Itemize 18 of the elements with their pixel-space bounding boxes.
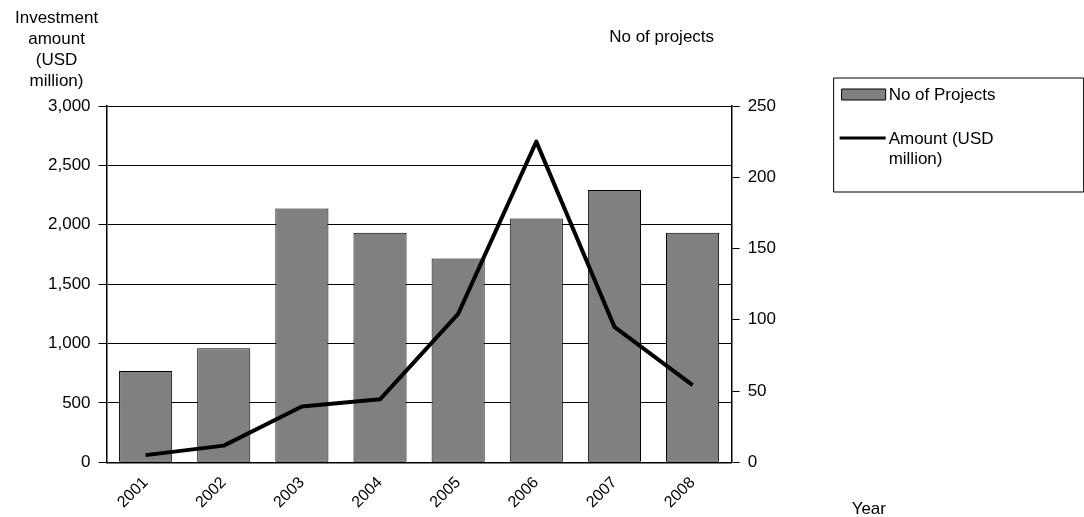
x-axis-title: Year [851, 499, 887, 517]
y2-tick-label: 250 [747, 95, 777, 115]
y-tick-label: 500 [62, 392, 91, 412]
y2-tick-label: 150 [747, 238, 777, 258]
y2-tick-label: 50 [747, 380, 767, 400]
y-tick-label: 3,000 [47, 95, 91, 115]
y2-tick-label: 200 [747, 166, 777, 186]
y2-tick-label: 100 [747, 309, 777, 329]
y-tick-label: 1,500 [47, 273, 91, 293]
y2-axis-title: No of projects [609, 27, 715, 46]
legend-label: No of Projects [888, 85, 996, 104]
y-tick-label: 0 [81, 451, 91, 471]
y-tick-label: 2,000 [47, 214, 91, 234]
legend-label: Amount (USD million) [888, 129, 994, 168]
y-tick-label: 1,000 [47, 333, 91, 353]
y-tick-label: 2,500 [47, 155, 91, 175]
y2-tick-label: 0 [747, 451, 758, 471]
y-axis-title: Investment amount (USD million) [14, 8, 99, 90]
